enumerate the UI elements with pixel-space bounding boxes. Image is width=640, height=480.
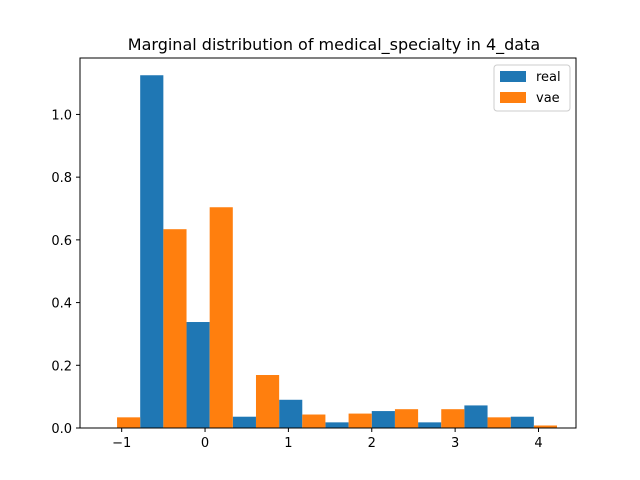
bar-real-8 — [464, 405, 488, 428]
bar-real-2 — [186, 322, 210, 428]
x-tick-label: 1 — [284, 436, 292, 451]
bar-real-6 — [371, 411, 395, 428]
bar-vae-9 — [533, 425, 557, 428]
bar-vae-0 — [117, 417, 141, 428]
bar-real-1 — [140, 75, 164, 428]
plot-area-frame — [79, 57, 577, 429]
legend-label-real: real — [536, 70, 561, 85]
bar-vae-5 — [348, 413, 372, 428]
legend-label-vae: vae — [536, 91, 560, 106]
y-tick-label: 0.8 — [51, 171, 72, 186]
x-tick-label: −1 — [112, 436, 131, 451]
legend-swatch-real — [500, 71, 526, 82]
chart-title: Marginal distribution of medical_special… — [128, 35, 540, 55]
bars-group — [117, 75, 557, 428]
x-tick-label: 2 — [368, 436, 376, 451]
y-tick-label: 0.2 — [51, 359, 72, 374]
bar-real-4 — [279, 399, 303, 428]
y-tick-label: 0.0 — [51, 422, 72, 437]
bar-vae-7 — [441, 409, 465, 428]
bar-real-5 — [325, 422, 349, 428]
y-tick-label: 0.6 — [51, 234, 72, 249]
bar-real-9 — [510, 416, 534, 428]
bar-vae-3 — [255, 375, 280, 428]
bar-real-7 — [418, 422, 442, 428]
bar-vae-6 — [394, 409, 419, 428]
x-tick-label: 0 — [201, 436, 209, 451]
y-tick-label: 1.0 — [51, 108, 72, 123]
legend-swatch-vae — [500, 92, 526, 103]
legend: real vae — [493, 64, 571, 112]
x-tick-label: 4 — [534, 436, 542, 451]
x-tick-label: 3 — [451, 436, 459, 451]
y-axis: 0.0 0.2 0.4 0.6 0.8 1.0 — [51, 108, 80, 437]
y-tick-label: 0.4 — [51, 297, 72, 312]
bar-vae-4 — [302, 414, 326, 428]
bar-vae-8 — [487, 417, 511, 428]
bar-vae-1 — [163, 229, 187, 428]
bar-vae-2 — [209, 207, 233, 428]
x-axis: −1 0 1 2 3 4 — [112, 428, 543, 451]
bar-real-3 — [232, 416, 256, 428]
